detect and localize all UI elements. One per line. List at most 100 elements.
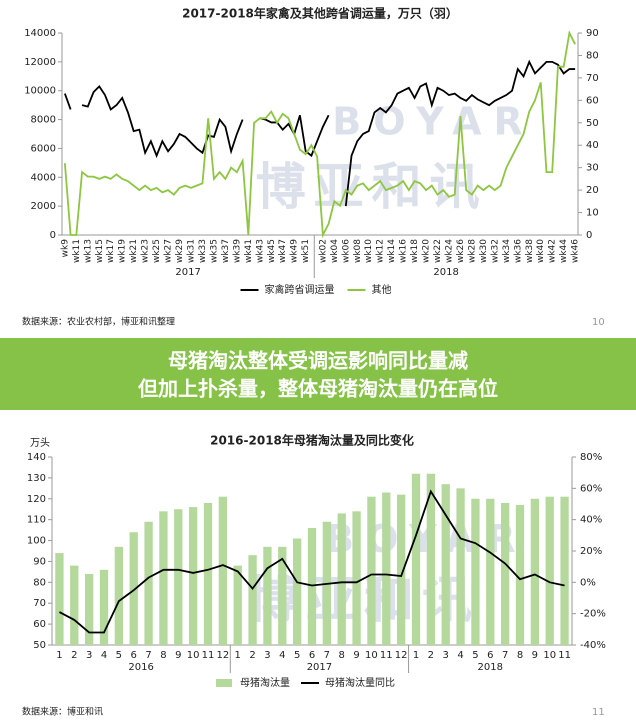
bar: [159, 511, 168, 645]
x-tick-label: wk02: [318, 239, 328, 263]
y-tick-label: 120: [27, 494, 46, 505]
legend-label: 其他: [372, 283, 392, 296]
x-tick-label: 9: [175, 650, 181, 661]
y-tick-label: 80: [33, 577, 46, 588]
bar: [337, 513, 346, 645]
watermark: BOYAR: [332, 99, 534, 143]
x-tick-label: 5: [294, 650, 300, 661]
x-tick-label: 11: [558, 650, 571, 661]
legend-label: 母猪淘汰量: [240, 676, 290, 689]
x-tick-label: 6: [309, 650, 315, 661]
bar: [203, 502, 213, 645]
x-tick-label: 8: [160, 650, 166, 661]
bar: [114, 546, 124, 645]
x-tick-label: 1: [56, 650, 62, 661]
x-tick-label: wk14: [387, 239, 397, 263]
x-tick-label: wk04: [330, 239, 340, 263]
bar: [382, 492, 391, 645]
y2-tick-label: 80%: [580, 452, 602, 463]
bar: [352, 511, 361, 645]
x-tick-label: wk47: [278, 239, 288, 263]
y-unit: 万头: [30, 437, 50, 449]
bar: [292, 538, 302, 645]
x-tick-label: 8: [339, 650, 345, 661]
x-tick-label: 3: [264, 650, 270, 661]
x-tick-label: wk37: [221, 239, 231, 263]
bar: [486, 498, 495, 645]
bar: [218, 496, 228, 645]
bar: [174, 509, 183, 645]
x-tick-label: wk26: [456, 239, 466, 263]
x-tick-label: wk23: [141, 239, 151, 263]
y-tick-label: 70: [33, 598, 46, 609]
y-tick-label: 14000: [24, 28, 56, 39]
x-tick-label: wk20: [422, 239, 432, 263]
source: 数据来源：博亚和讯: [22, 706, 103, 718]
x-tick-label: 3: [443, 650, 449, 661]
bar: [500, 502, 510, 645]
y2-tick-label: 40: [586, 140, 599, 151]
bar: [426, 473, 436, 645]
bar: [396, 494, 406, 645]
x-tick-label: 11: [380, 650, 393, 661]
x-tick-label: 6: [131, 650, 137, 661]
y-tick-label: 6000: [31, 143, 56, 154]
bar: [560, 496, 569, 645]
y-tick-label: 110: [27, 515, 46, 526]
x-tick-label: 8: [517, 650, 523, 661]
bar: [55, 553, 64, 645]
group-label: 2017: [307, 662, 332, 673]
bar: [144, 521, 153, 645]
y2-tick-label: 20: [586, 185, 599, 196]
x-tick-label: wk31: [187, 239, 197, 263]
x-tick-label: 7: [502, 650, 508, 661]
x-tick-label: 7: [324, 650, 330, 661]
x-tick-label: wk51: [301, 239, 311, 263]
y2-tick-label: 30: [586, 163, 599, 174]
banner-background: [0, 338, 636, 410]
bar: [70, 565, 79, 645]
banner-line: 母猪淘汰整体受调运影响同比量减: [168, 349, 468, 373]
y2-tick-label: 60: [586, 95, 599, 106]
bar: [129, 532, 138, 645]
x-tick-label: 10: [365, 650, 378, 661]
x-tick-label: wk35: [209, 239, 219, 263]
x-tick-label: 12: [395, 650, 408, 661]
y-tick-label: 0: [50, 230, 56, 241]
x-tick-label: wk42: [548, 239, 558, 263]
page-number: 10: [592, 317, 605, 328]
y-tick-label: 4000: [31, 172, 56, 183]
y2-tick-label: 0%: [580, 577, 596, 588]
x-tick-label: wk06: [341, 239, 351, 263]
y2-tick-label: 10: [586, 208, 599, 219]
y-tick-label: 90: [33, 556, 46, 567]
source: 数据来源：农业农村部，博亚和讯整理: [22, 316, 175, 328]
y-tick-label: 60: [33, 619, 46, 630]
x-tick-label: wk39: [232, 239, 242, 263]
y-tick-label: 12000: [24, 57, 56, 68]
bar: [456, 488, 465, 645]
x-tick-label: 10: [543, 650, 556, 661]
x-tick-label: wk10: [364, 239, 374, 263]
y-tick-label: 2000: [31, 201, 56, 212]
bar: [248, 555, 257, 645]
x-tick-label: 2: [71, 650, 77, 661]
x-tick-label: wk45: [267, 239, 277, 263]
bar: [84, 573, 94, 645]
line: [64, 59, 576, 207]
x-tick-label: wk18: [410, 239, 420, 263]
y-tick-label: 130: [27, 473, 46, 484]
bar: [263, 546, 272, 645]
y-tick-label: 140: [27, 452, 46, 463]
x-tick-label: wk32: [490, 239, 500, 263]
bar: [307, 528, 317, 645]
bar: [411, 473, 421, 645]
group-label: 2016: [128, 662, 153, 673]
y2-tick-label: -20%: [580, 609, 606, 620]
x-tick-label: wk27: [164, 239, 174, 263]
x-tick-label: wk36: [513, 239, 523, 263]
bar: [367, 496, 376, 645]
bar: [233, 565, 242, 645]
x-tick-label: wk34: [502, 239, 512, 263]
